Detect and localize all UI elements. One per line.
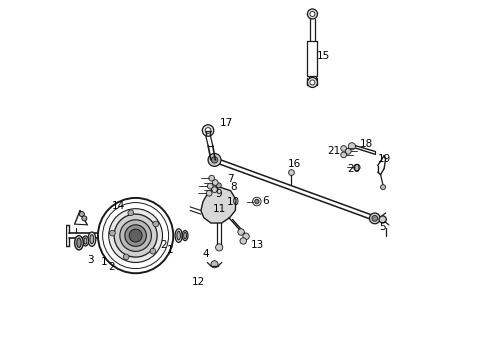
Circle shape [79,212,84,217]
Ellipse shape [74,235,83,250]
Text: 16: 16 [288,159,301,169]
Circle shape [345,148,351,154]
Ellipse shape [88,232,96,246]
Circle shape [307,9,318,19]
Circle shape [212,187,218,193]
Circle shape [125,225,147,246]
Circle shape [206,190,212,196]
Text: 2: 2 [108,262,115,272]
Ellipse shape [182,230,188,240]
Text: 9: 9 [216,189,222,199]
Circle shape [348,143,355,150]
Polygon shape [201,187,236,223]
Text: 1: 1 [167,245,173,255]
Circle shape [120,220,151,251]
Circle shape [123,254,129,260]
Text: 17: 17 [220,118,233,128]
Text: 13: 13 [251,240,265,250]
Ellipse shape [184,232,187,239]
Text: 14: 14 [112,201,125,211]
Circle shape [150,248,156,254]
Circle shape [216,244,223,251]
Circle shape [110,230,115,236]
Text: 20: 20 [347,164,361,174]
Circle shape [379,216,386,223]
Circle shape [354,164,360,171]
Text: 8: 8 [230,182,237,192]
Text: 18: 18 [360,139,373,149]
Circle shape [207,183,213,189]
Text: 21: 21 [327,145,341,156]
Text: 12: 12 [192,277,205,287]
Circle shape [289,170,294,175]
Circle shape [209,175,215,181]
Text: 11: 11 [213,204,226,214]
Circle shape [341,152,346,158]
Ellipse shape [177,231,180,240]
Circle shape [255,199,259,204]
Circle shape [310,80,315,85]
Text: 15: 15 [317,51,330,61]
Text: 1: 1 [101,257,108,267]
Circle shape [341,145,346,151]
Text: 19: 19 [378,154,392,164]
Circle shape [307,77,318,87]
Circle shape [128,210,134,216]
Circle shape [240,238,246,244]
Ellipse shape [84,238,87,244]
Text: 6: 6 [263,196,269,206]
Circle shape [212,180,218,185]
Ellipse shape [90,235,94,244]
Circle shape [114,214,157,257]
Circle shape [243,233,249,239]
Circle shape [216,183,221,188]
Circle shape [211,261,218,268]
Circle shape [82,216,87,221]
Circle shape [129,229,142,242]
Circle shape [205,128,211,134]
Circle shape [208,153,221,166]
Circle shape [211,185,216,190]
Circle shape [153,221,159,227]
Text: 10: 10 [227,197,240,207]
Text: 3: 3 [87,255,94,265]
Circle shape [372,216,378,221]
Ellipse shape [77,238,81,247]
Ellipse shape [175,229,182,242]
Circle shape [369,213,380,224]
Circle shape [211,157,218,163]
Circle shape [109,209,163,262]
Circle shape [252,197,261,206]
Circle shape [202,125,214,136]
Text: 7: 7 [227,174,234,184]
Circle shape [381,185,386,190]
Circle shape [310,12,315,17]
Text: 2: 2 [160,239,167,249]
Text: 5: 5 [379,222,386,232]
Circle shape [238,229,245,235]
Ellipse shape [82,236,89,246]
Text: 4: 4 [202,248,209,258]
